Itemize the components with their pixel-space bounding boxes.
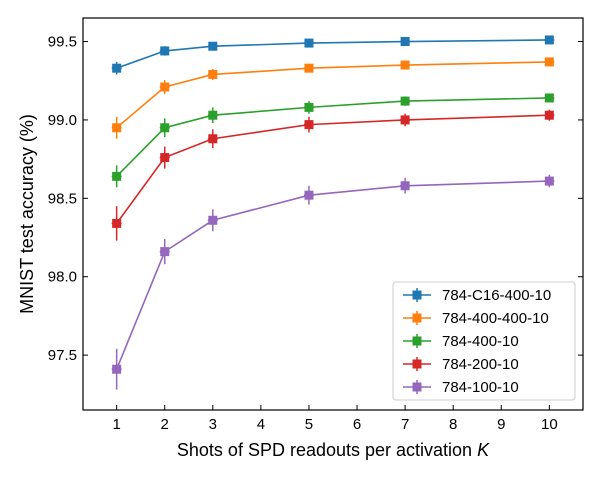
- data-point: [208, 134, 218, 144]
- legend-swatch-marker: [412, 359, 422, 369]
- data-point: [544, 110, 554, 120]
- axes-frame: [82, 17, 584, 411]
- x-tick-label: 10: [541, 416, 558, 433]
- data-point: [208, 69, 218, 79]
- data-point: [544, 35, 554, 45]
- legend-box: [392, 281, 576, 401]
- legend-label: 784-C16-400-10: [442, 287, 551, 304]
- plot-area: [111, 35, 555, 390]
- series-line: [116, 114, 550, 224]
- data-point: [304, 38, 314, 48]
- x-tick-label: 6: [353, 416, 361, 433]
- data-point: [544, 176, 554, 186]
- legend-label: 784-200-10: [442, 356, 519, 373]
- data-point: [160, 82, 170, 92]
- data-point: [400, 115, 410, 125]
- y-axis: 97.5 98.0 98.5 99.0 99.5: [48, 34, 583, 364]
- data-point: [544, 57, 554, 67]
- legend-entry: 784-400-10: [403, 333, 519, 350]
- x-tick-label: 9: [497, 416, 505, 433]
- series-784-C16-400-10: [111, 35, 555, 75]
- legend-label: 784-400-400-10: [442, 310, 549, 327]
- x-tick-label: 5: [305, 416, 313, 433]
- x-axis: 1 2 3 4 5 6 7 8 9 10: [112, 405, 558, 433]
- data-point: [160, 46, 170, 56]
- y-axis-label: MNIST test accuracy (%): [17, 114, 37, 314]
- x-tick-label: 4: [257, 416, 265, 433]
- x-tick-label: 2: [161, 416, 169, 433]
- legend-swatch-marker: [412, 336, 422, 346]
- y-tick-label: 98.5: [48, 190, 77, 207]
- x-tick-label: 7: [401, 416, 409, 433]
- series-line: [116, 97, 550, 177]
- y-tick-label: 97.5: [48, 347, 77, 364]
- legend: 784-C16-400-10 784-400-400-10 784-400-10 78…: [392, 281, 576, 401]
- legend-entry: 784-C16-400-10: [403, 287, 551, 304]
- x-tick-label: 3: [209, 416, 217, 433]
- data-point: [304, 63, 314, 73]
- y-tick-label: 99.0: [48, 112, 77, 129]
- y-tick-label: 99.5: [48, 34, 77, 51]
- data-point: [544, 93, 554, 103]
- data-point: [160, 123, 170, 133]
- legend-swatch-marker: [412, 313, 422, 323]
- legend-entry: 784-400-400-10: [403, 310, 549, 327]
- data-point: [208, 41, 218, 51]
- legend-label: 784-400-10: [442, 333, 519, 350]
- legend-swatch-marker: [412, 290, 422, 300]
- legend-entry: 784-200-10: [403, 356, 519, 373]
- data-point: [304, 102, 314, 112]
- legend-label: 784-100-10: [442, 379, 519, 396]
- series-784-400-400-10: [111, 57, 555, 139]
- series-784-400-10: [111, 93, 555, 188]
- data-point: [112, 171, 122, 181]
- x-axis-label: Shots of SPD readouts per activation K: [177, 440, 490, 460]
- series-784-100-10: [111, 174, 555, 390]
- x-tick-label: 8: [449, 416, 457, 433]
- series-line: [116, 39, 550, 69]
- data-point: [400, 96, 410, 106]
- legend-swatch-marker: [412, 382, 422, 392]
- data-point: [208, 215, 218, 225]
- data-point: [160, 153, 170, 163]
- data-point: [112, 123, 122, 133]
- y-tick-label: 98.0: [48, 269, 77, 286]
- data-point: [400, 60, 410, 70]
- data-point: [112, 63, 122, 73]
- legend-entry: 784-100-10: [403, 379, 519, 396]
- data-point: [112, 218, 122, 228]
- data-point: [304, 190, 314, 200]
- data-point: [400, 181, 410, 191]
- data-point: [112, 364, 122, 374]
- series-line: [115, 180, 550, 370]
- data-point: [160, 247, 170, 257]
- series-line: [116, 61, 550, 129]
- x-tick-label: 1: [112, 416, 120, 433]
- data-point: [208, 110, 218, 120]
- data-point: [400, 37, 410, 47]
- data-point: [304, 120, 314, 130]
- series-784-200-10: [111, 109, 555, 241]
